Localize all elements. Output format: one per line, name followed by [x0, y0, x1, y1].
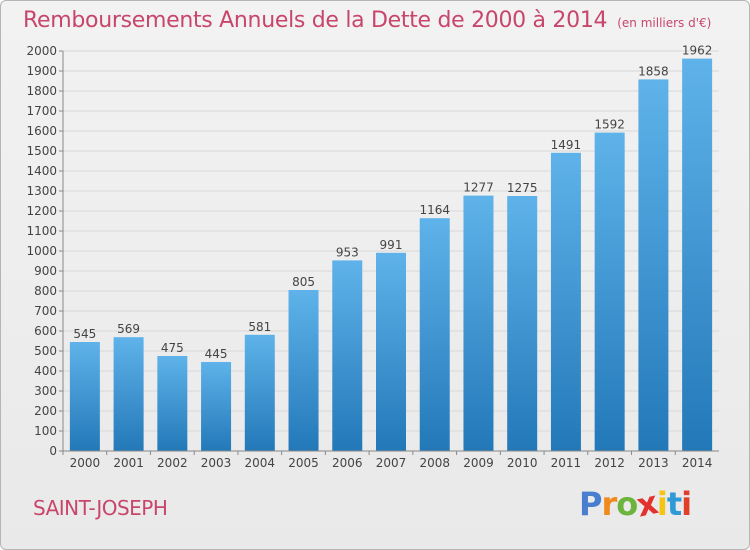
- y-tick-label: 1400: [26, 164, 57, 178]
- title-main: Remboursements Annuels de la Dette de 20…: [23, 8, 608, 33]
- y-tick-label: 900: [34, 264, 57, 278]
- place-name: SAINT-JOSEPH: [33, 496, 168, 520]
- bar: [638, 79, 669, 452]
- bar: [113, 337, 144, 451]
- x-tick-label: 2014: [682, 456, 713, 470]
- bar: [463, 195, 494, 451]
- title-unit: (en milliers d'€): [617, 16, 712, 30]
- y-tick-label: 0: [49, 444, 57, 458]
- data-label: 1164: [419, 203, 450, 217]
- data-label: 1491: [551, 138, 582, 152]
- y-tick-label: 200: [34, 404, 57, 418]
- y-tick-label: 800: [34, 284, 57, 298]
- x-tick-label: 2007: [376, 456, 407, 470]
- data-label: 581: [248, 320, 271, 334]
- bar: [157, 356, 188, 451]
- bar: [69, 342, 100, 451]
- bar: [244, 334, 275, 451]
- bar: [376, 252, 406, 451]
- x-tick-label: 2004: [245, 456, 276, 470]
- y-tick-label: 1600: [26, 124, 57, 138]
- data-label: 1592: [594, 118, 625, 132]
- data-label: 1962: [682, 44, 713, 58]
- data-label: 475: [161, 341, 184, 355]
- y-tick-label: 1300: [26, 184, 57, 198]
- logo-letter: i: [681, 485, 692, 523]
- y-tick-label: 1700: [26, 104, 57, 118]
- data-label: 1858: [638, 64, 669, 78]
- x-tick-label: 2008: [419, 456, 450, 470]
- y-tick-label: 1100: [26, 224, 57, 238]
- bar: [288, 290, 319, 451]
- x-tick-label: 2000: [70, 456, 101, 470]
- x-tick-label: 2009: [463, 456, 494, 470]
- x-tick-label: 2006: [332, 456, 363, 470]
- x-tick-label: 2010: [507, 456, 538, 470]
- data-label: 1275: [507, 181, 538, 195]
- logo-letter: P: [579, 485, 602, 523]
- bar: [201, 362, 232, 451]
- bar: [419, 218, 450, 451]
- x-tick-label: 2002: [157, 456, 188, 470]
- y-tick-label: 100: [34, 424, 57, 438]
- y-tick-label: 1000: [26, 244, 57, 258]
- y-tick-label: 1800: [26, 84, 57, 98]
- data-label: 569: [117, 322, 140, 336]
- y-tick-label: 300: [34, 384, 57, 398]
- y-tick-label: 400: [34, 364, 57, 378]
- y-tick-label: 600: [34, 324, 57, 338]
- logo-letter: t: [666, 485, 682, 523]
- bar: [682, 58, 713, 451]
- x-tick-label: 2003: [201, 456, 232, 470]
- x-axis: 2000 2001 2002 2003 2004 2005 2006 2007 2008 2009…: [62, 450, 719, 470]
- data-label: 545: [73, 327, 96, 341]
- y-tick-label: 2000: [26, 44, 57, 58]
- x-tick-label: 2005: [288, 456, 319, 470]
- proxiti-logo: Proxiti: [579, 483, 692, 524]
- data-label: 1277: [463, 181, 494, 195]
- data-label: 445: [205, 347, 228, 361]
- bar: [550, 152, 581, 452]
- y-tick-label: 1900: [26, 64, 57, 78]
- bar: [594, 132, 625, 451]
- y-tick-label: 500: [34, 344, 57, 358]
- data-label: 953: [336, 245, 359, 259]
- x-tick-label: 2011: [551, 456, 582, 470]
- x-tick-label: 2013: [638, 456, 669, 470]
- logo-letter: r: [601, 485, 617, 523]
- y-tick-label: 1500: [26, 144, 57, 158]
- data-label: 991: [380, 238, 403, 252]
- logo-letter: o: [616, 485, 638, 523]
- data-label: 805: [292, 275, 315, 289]
- logo-letter: i: [656, 485, 668, 523]
- y-tick-label: 700: [34, 304, 57, 318]
- bar: [332, 260, 363, 451]
- x-tick-label: 2001: [113, 456, 144, 470]
- y-tick-label: 1200: [26, 204, 57, 218]
- y-axis: 0 100 200 300 400 500 600 700 800 900 1000 1100 1200…: [26, 44, 64, 458]
- x-tick-label: 2012: [594, 456, 625, 470]
- bars: 545 569 475 445 581 805 953 991 1164 1277 1275 1491…: [69, 44, 713, 452]
- bar: [507, 196, 538, 451]
- chart-title: Remboursements Annuels de la Dette de 20…: [23, 8, 711, 33]
